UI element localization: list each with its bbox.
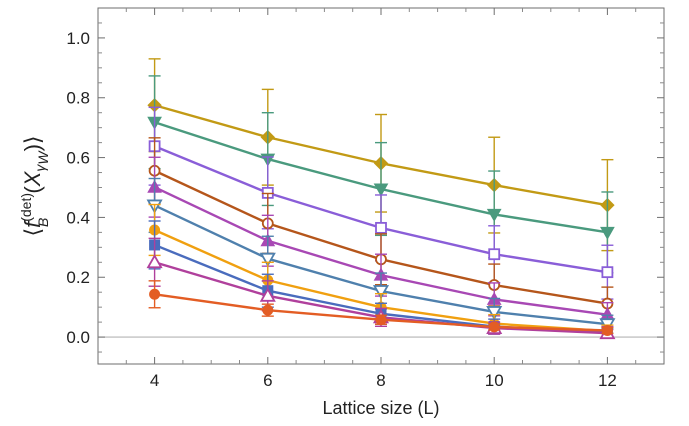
- data-point-triangle-down: [373, 183, 389, 197]
- data-point-triangle-down: [486, 208, 502, 222]
- data-point-circle: [149, 288, 161, 300]
- data-point-circle: [601, 324, 613, 336]
- x-tick-label: 8: [376, 371, 385, 390]
- data-point-triangle-down: [486, 306, 503, 321]
- x-tick-label: 4: [150, 371, 159, 390]
- data-point-circle: [262, 304, 274, 316]
- data-point-circle: [375, 314, 387, 326]
- data-point-triangle-up: [259, 287, 276, 302]
- y-axis-title: ⟨f(det)B(XγW)⟩: [18, 135, 51, 236]
- data-point-circle: [488, 321, 500, 333]
- x-axis: 4 6 8 10 12: [125, 8, 637, 390]
- y-axis: 0.0 0.2 0.4 0.6 0.8 1.0: [66, 22, 664, 353]
- series-3: [148, 106, 614, 300]
- y-tick-label: 0.6: [66, 149, 90, 168]
- y-tick-label: 0.0: [66, 328, 90, 347]
- data-point-square: [601, 266, 614, 279]
- y-tick-label: 0.8: [66, 89, 90, 108]
- x-tick-label: 12: [598, 371, 617, 390]
- data-point-triangle-down: [600, 226, 615, 240]
- y-tick-label: 1.0: [66, 29, 90, 48]
- plot-series: [146, 58, 616, 340]
- data-point-triangle-up: [146, 253, 163, 269]
- data-point-triangle-down: [372, 285, 390, 300]
- data-point-triangle-down: [259, 252, 276, 268]
- x-axis-title: Lattice size (L): [322, 398, 439, 418]
- series-10: [148, 280, 614, 336]
- data-point-square: [375, 221, 387, 234]
- x-tick-label: 10: [485, 371, 504, 390]
- x-tick-label: 6: [263, 371, 272, 390]
- data-point-square: [488, 248, 501, 261]
- y-tick-label: 0.2: [66, 268, 90, 287]
- y-tick-label: 0.4: [66, 208, 90, 227]
